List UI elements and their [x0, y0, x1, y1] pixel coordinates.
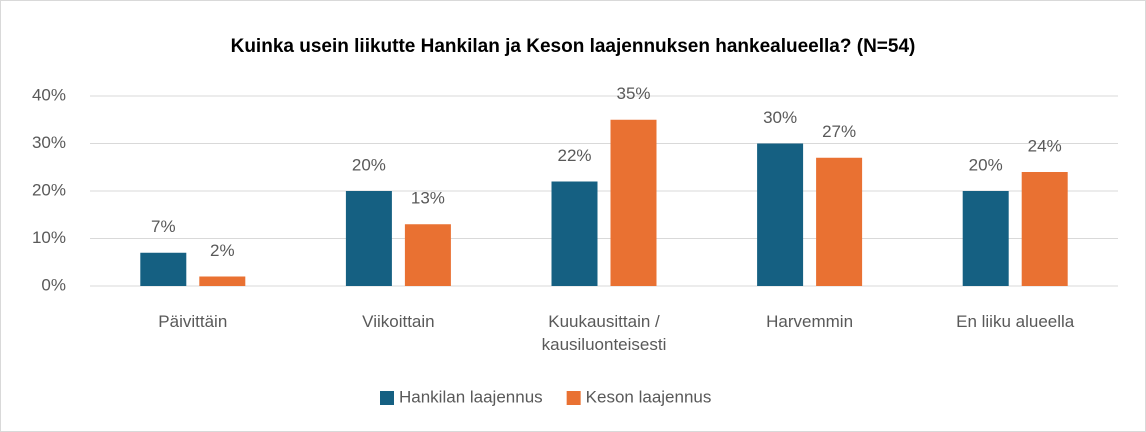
bar	[345, 191, 392, 286]
x-tick-label: Harvemmin	[766, 312, 854, 331]
chart-title: Kuinka usein liikutte Hankilan ja Keson …	[231, 36, 916, 57]
legend-label: Hankilan laajennus	[399, 387, 543, 406]
data-label: 22%	[557, 146, 591, 165]
x-tick-label: Viikoittain	[362, 312, 435, 331]
data-label: 24%	[1028, 136, 1062, 155]
bar	[1021, 172, 1068, 286]
bar	[816, 157, 863, 286]
data-label: 2%	[210, 241, 235, 260]
bar	[962, 191, 1009, 286]
bar	[610, 119, 657, 286]
y-tick-label: 20%	[32, 180, 66, 199]
data-label: 20%	[352, 155, 386, 174]
x-tick-label: En liiku alueella	[956, 312, 1075, 331]
data-label: 7%	[151, 217, 176, 236]
y-tick-label: 40%	[32, 85, 66, 104]
y-tick-label: 0%	[41, 275, 66, 294]
data-label: 13%	[411, 189, 445, 208]
bar	[404, 224, 451, 286]
legend-swatch	[380, 391, 394, 405]
bar	[199, 276, 246, 286]
x-tick-label: Kuukausittain / kausiluonteisesti	[541, 312, 667, 354]
bar	[140, 252, 187, 286]
y-tick-label: 10%	[32, 228, 66, 247]
legend-label: Keson laajennus	[586, 387, 712, 406]
legend-swatch	[566, 391, 581, 405]
data-label: 20%	[969, 155, 1003, 174]
data-label: 27%	[822, 122, 856, 141]
data-label: 35%	[616, 84, 650, 103]
bar	[551, 181, 598, 286]
x-tick-label: Päivittäin	[158, 312, 228, 331]
bar	[757, 143, 804, 286]
data-label: 30%	[763, 108, 797, 127]
y-tick-label: 30%	[32, 133, 66, 152]
